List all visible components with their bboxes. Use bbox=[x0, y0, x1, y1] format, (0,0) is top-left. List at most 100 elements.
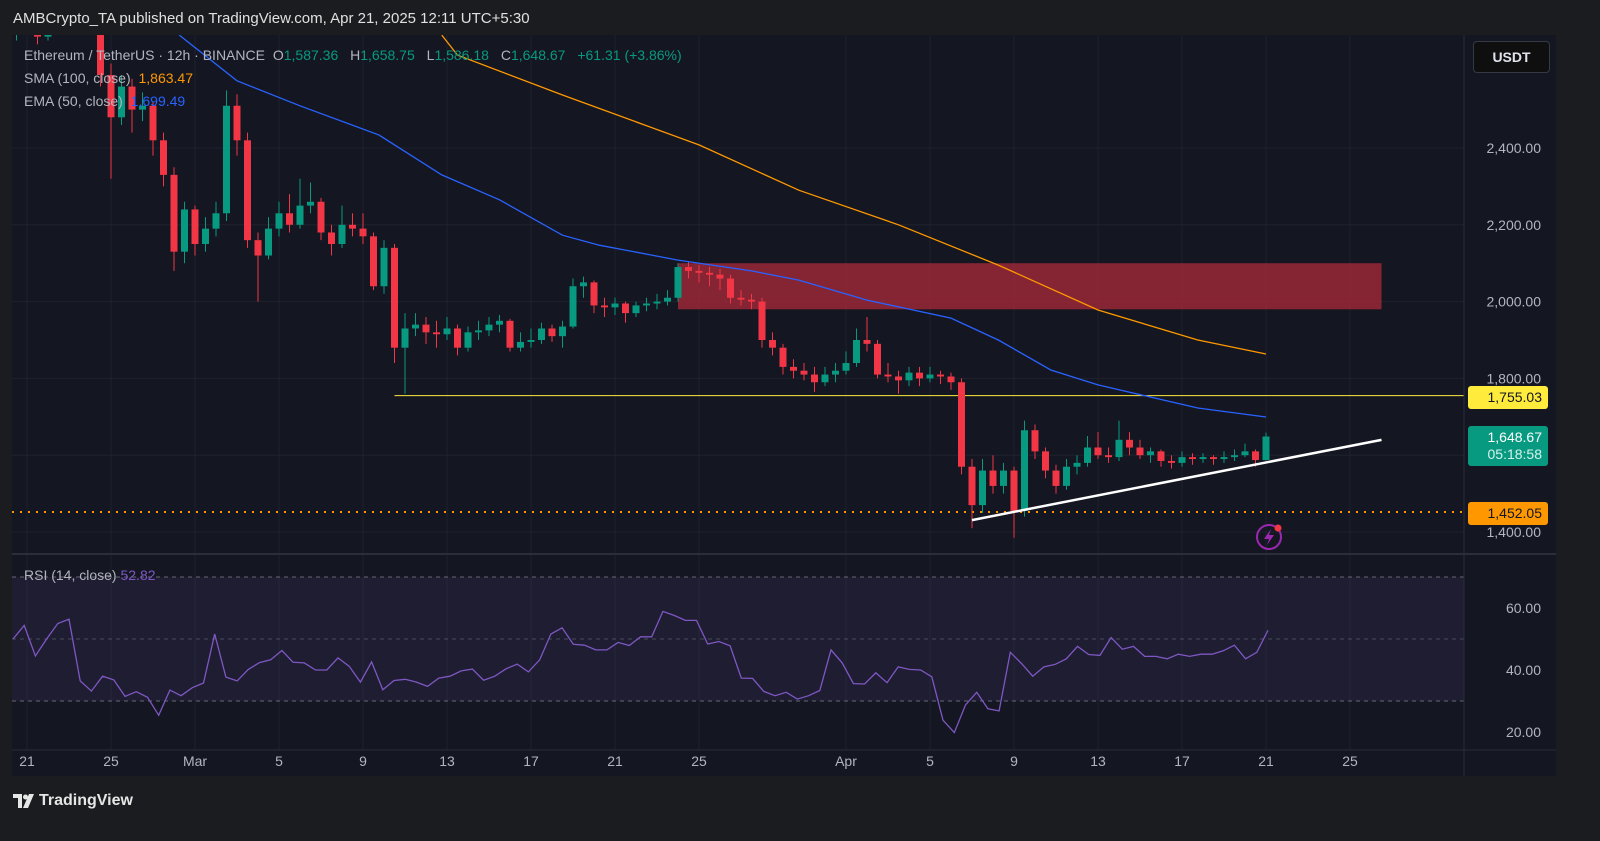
candle[interactable] bbox=[632, 301, 640, 317]
candle[interactable] bbox=[706, 267, 713, 287]
candle[interactable] bbox=[44, 12, 52, 41]
candle[interactable] bbox=[506, 318, 514, 352]
candle[interactable] bbox=[296, 178, 304, 229]
candle[interactable] bbox=[1262, 432, 1270, 461]
candle[interactable] bbox=[727, 274, 734, 304]
candle[interactable] bbox=[884, 363, 892, 383]
candle[interactable] bbox=[118, 75, 125, 125]
candle[interactable] bbox=[1063, 459, 1070, 490]
candle[interactable] bbox=[590, 280, 598, 314]
candle[interactable] bbox=[1231, 449, 1238, 461]
candle[interactable] bbox=[496, 315, 503, 333]
candle[interactable] bbox=[800, 363, 808, 381]
candle[interactable] bbox=[916, 366, 923, 387]
candle[interactable] bbox=[1147, 447, 1154, 463]
lightning-alert-icon[interactable] bbox=[1256, 524, 1282, 550]
candle[interactable] bbox=[433, 320, 440, 348]
candle[interactable] bbox=[538, 322, 545, 344]
candle[interactable] bbox=[34, 14, 41, 45]
candle[interactable] bbox=[1210, 455, 1217, 465]
candle[interactable] bbox=[1031, 424, 1039, 460]
candle[interactable] bbox=[422, 316, 430, 344]
candle[interactable] bbox=[370, 232, 377, 291]
candle[interactable] bbox=[1021, 420, 1028, 517]
candle[interactable] bbox=[401, 313, 409, 394]
candle[interactable] bbox=[1126, 432, 1133, 456]
candle[interactable] bbox=[895, 370, 902, 394]
rsi-line[interactable] bbox=[12, 610, 1269, 734]
candle[interactable] bbox=[475, 320, 482, 340]
candle[interactable] bbox=[1189, 453, 1196, 465]
candle[interactable] bbox=[349, 213, 356, 237]
candle[interactable] bbox=[254, 232, 262, 302]
candle[interactable] bbox=[13, 16, 20, 41]
candle[interactable] bbox=[275, 201, 283, 237]
candle[interactable] bbox=[853, 328, 860, 367]
candle[interactable] bbox=[107, 63, 115, 179]
candle[interactable] bbox=[926, 366, 934, 383]
symbol-legend[interactable]: Ethereum / TetherUS · 12h · BINANCE O1,5… bbox=[24, 47, 686, 63]
candle[interactable] bbox=[527, 328, 535, 348]
candle[interactable] bbox=[1010, 466, 1018, 538]
rsi-legend[interactable]: RSI (14, close) 52.82 bbox=[24, 567, 156, 583]
ascending-trendline[interactable] bbox=[971, 438, 1382, 522]
candle[interactable] bbox=[1052, 464, 1060, 494]
candle[interactable] bbox=[328, 224, 335, 256]
candle[interactable] bbox=[454, 324, 461, 356]
candle[interactable] bbox=[580, 276, 587, 298]
candle[interactable] bbox=[958, 378, 965, 475]
candle[interactable] bbox=[737, 290, 745, 306]
candle[interactable] bbox=[559, 320, 566, 348]
candle[interactable] bbox=[947, 372, 955, 390]
candle[interactable] bbox=[307, 182, 314, 214]
rsi-pane[interactable] bbox=[12, 576, 1464, 734]
candle[interactable] bbox=[779, 343, 787, 375]
candle[interactable] bbox=[905, 366, 913, 387]
resistance-zone[interactable] bbox=[678, 263, 1382, 310]
candle[interactable] bbox=[391, 244, 398, 364]
candle[interactable] bbox=[1168, 455, 1175, 469]
candle[interactable] bbox=[1094, 432, 1102, 460]
candle[interactable] bbox=[1084, 436, 1091, 467]
candle[interactable] bbox=[811, 366, 818, 392]
candle[interactable] bbox=[989, 455, 997, 494]
candle[interactable] bbox=[317, 197, 325, 241]
sma-100-line[interactable] bbox=[441, 35, 1267, 355]
candle[interactable] bbox=[1157, 449, 1165, 467]
candle[interactable] bbox=[443, 316, 451, 340]
candle[interactable] bbox=[863, 316, 871, 352]
ema-legend[interactable]: EMA (50, close) 1,699.49 bbox=[24, 93, 189, 109]
currency-button[interactable]: USDT bbox=[1473, 41, 1550, 73]
candle[interactable] bbox=[832, 363, 839, 383]
candle[interactable] bbox=[517, 332, 524, 352]
candle[interactable] bbox=[622, 301, 629, 323]
candle[interactable] bbox=[76, 0, 83, 6]
candle[interactable] bbox=[160, 132, 167, 187]
candle[interactable] bbox=[664, 290, 671, 306]
candle[interactable] bbox=[265, 217, 272, 260]
candle[interactable] bbox=[223, 90, 230, 221]
candle[interactable] bbox=[821, 366, 829, 387]
tradingview-logo[interactable]: TradingView bbox=[13, 792, 133, 810]
candle[interactable] bbox=[485, 316, 493, 337]
candle[interactable] bbox=[1115, 420, 1123, 461]
candle[interactable] bbox=[1073, 455, 1081, 475]
candle[interactable] bbox=[464, 326, 472, 352]
candle[interactable] bbox=[1178, 451, 1186, 467]
candle[interactable] bbox=[1042, 447, 1049, 479]
candle[interactable] bbox=[695, 265, 703, 283]
candle[interactable] bbox=[1000, 462, 1007, 494]
candle[interactable] bbox=[380, 240, 388, 294]
candle[interactable] bbox=[874, 340, 881, 379]
candle[interactable] bbox=[790, 359, 797, 379]
candle[interactable] bbox=[286, 194, 293, 233]
candle[interactable] bbox=[338, 205, 346, 248]
candle[interactable] bbox=[412, 313, 419, 337]
candle[interactable] bbox=[653, 293, 661, 310]
candle[interactable] bbox=[937, 370, 944, 385]
candle[interactable] bbox=[685, 261, 692, 279]
candle[interactable] bbox=[748, 293, 755, 310]
candle[interactable] bbox=[149, 101, 157, 156]
candle[interactable] bbox=[202, 217, 209, 252]
